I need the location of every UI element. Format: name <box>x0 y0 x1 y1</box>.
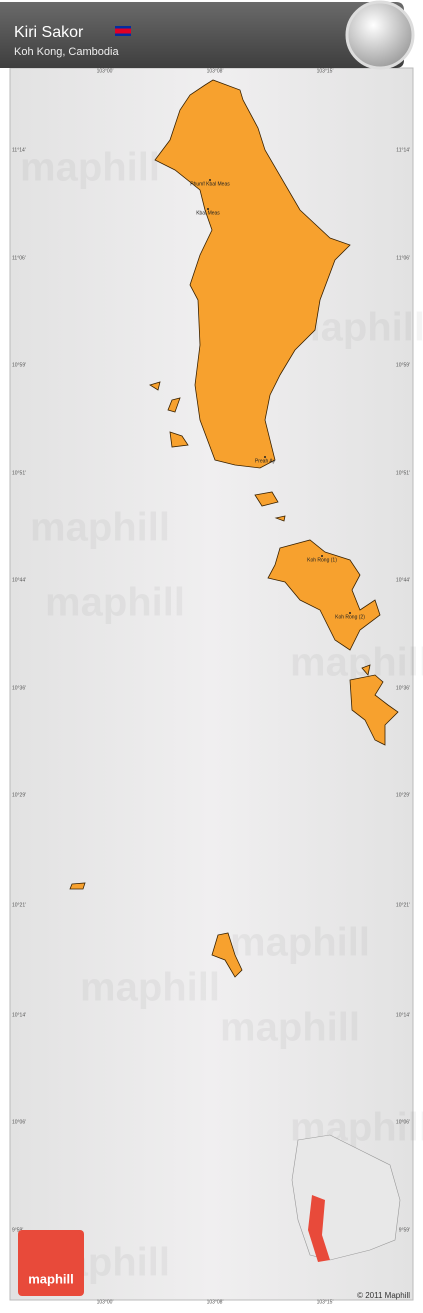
latitude-label: 10°51' <box>396 470 410 476</box>
latitude-label: 10°21' <box>396 902 410 908</box>
watermark: maphill <box>220 1006 360 1050</box>
globe <box>345 0 415 70</box>
watermark: maphill <box>80 966 220 1010</box>
latitude-label: 10°44' <box>12 577 26 583</box>
latitude-label: 10°51' <box>12 470 26 476</box>
watermark: maphill <box>230 921 370 965</box>
latitude-label: 11°14' <box>12 147 26 153</box>
islet <box>361 664 371 676</box>
place-dot <box>209 179 211 181</box>
island <box>349 674 399 746</box>
longitude-label: 103°15' <box>317 1299 334 1305</box>
latitude-label: 10°21' <box>12 902 26 908</box>
longitude-label: 103°00' <box>97 1299 114 1305</box>
place-label: Phumĭ Kbal Meas <box>190 181 230 187</box>
latitude-label: 10°14' <box>12 1012 26 1018</box>
watermark: maphill <box>20 146 160 190</box>
logo-box <box>18 1230 84 1296</box>
latitude-label: 10°36' <box>12 685 26 691</box>
longitude-label: 103°15' <box>317 68 334 74</box>
places: Phumĭ Kbal Meas Kbal Meas Preah Ay Koh Rong… <box>190 179 365 620</box>
place-dot <box>207 208 209 210</box>
latitude-label: 9°59' <box>12 1227 23 1233</box>
latitude-label: 10°14' <box>396 1012 410 1018</box>
place-label: Koh Rong (2) <box>335 614 365 620</box>
longitude-label: 103°08' <box>207 1299 224 1305</box>
longitude-label: 103°08' <box>207 68 224 74</box>
main-island <box>154 79 351 469</box>
koh-rong <box>267 539 381 651</box>
latitude-label: 10°59' <box>396 362 410 368</box>
island <box>211 932 243 978</box>
logo: maphill <box>28 1271 74 1286</box>
latitude-label: 10°06' <box>12 1119 26 1125</box>
latitude-label: 10°44' <box>396 577 410 583</box>
place-label: Preah Ay <box>255 458 276 464</box>
latitude-label: 11°14' <box>396 147 410 153</box>
copyright: © 2011 Maphill <box>357 1291 410 1300</box>
place-dot <box>264 456 266 458</box>
islet <box>169 431 189 448</box>
islet <box>149 381 161 391</box>
latitude-label: 11°06' <box>396 255 410 261</box>
latitude-label: 10°36' <box>396 685 410 691</box>
watermark: maphill <box>30 506 170 550</box>
place-dot <box>349 612 351 614</box>
place-dot <box>321 555 323 557</box>
latitude-label: 10°29' <box>12 792 26 798</box>
islet <box>167 397 181 413</box>
watermark: maphill <box>45 581 185 625</box>
header <box>0 2 404 68</box>
islet <box>274 515 286 522</box>
place-label: Kbal Meas <box>196 210 220 216</box>
inset <box>291 1134 401 1262</box>
title: Kiri Sakor <box>14 24 84 41</box>
islet <box>69 882 86 890</box>
latitude-label: 9°59' <box>399 1227 410 1233</box>
latitude-label: 10°29' <box>396 792 410 798</box>
longitude-label: 103°00' <box>97 68 114 74</box>
place-label: Koh Rong (1) <box>307 557 337 563</box>
coordinates: 103°00' 103°00' 103°08' 103°08' 103°15' 103°1… <box>12 68 410 1305</box>
watermark: maphill <box>290 641 423 685</box>
latitude-label: 10°06' <box>396 1119 410 1125</box>
subtitle: Koh Kong, Cambodia <box>14 46 119 58</box>
latitude-label: 11°06' <box>12 255 26 261</box>
land <box>69 79 399 978</box>
latitude-label: 10°59' <box>12 362 26 368</box>
islet <box>254 491 279 507</box>
